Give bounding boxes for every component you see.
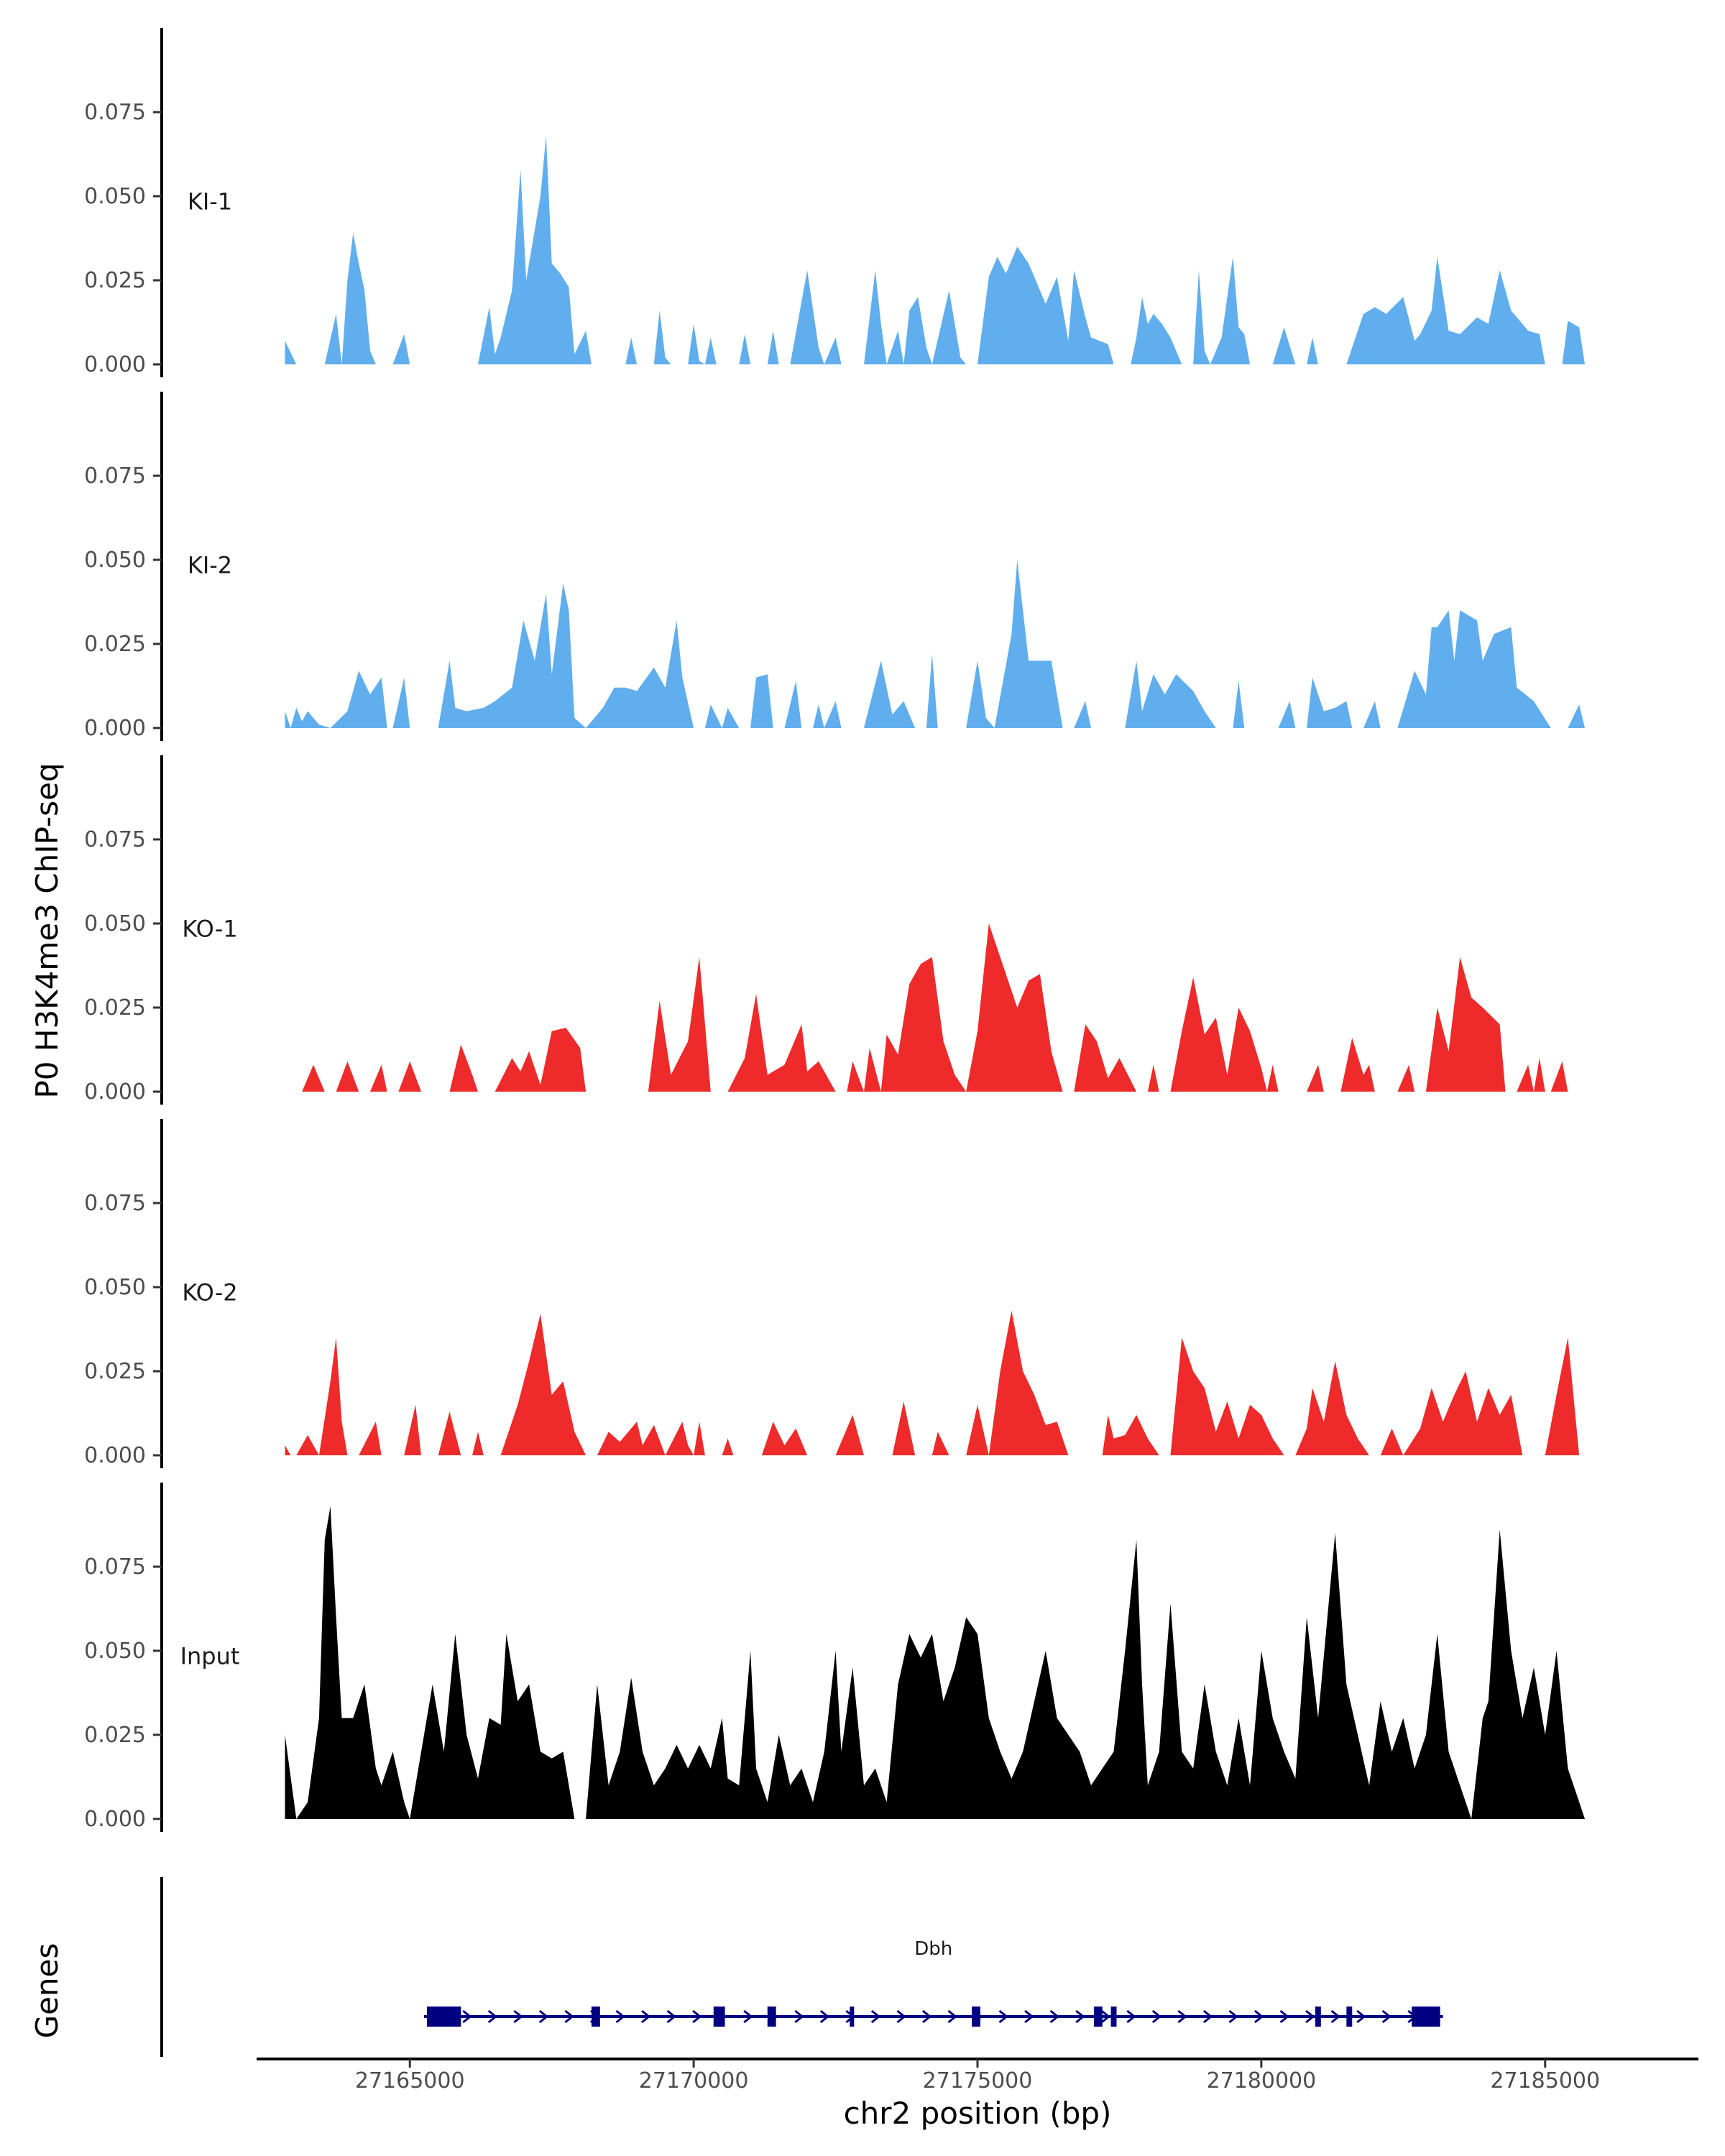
- y-tick-label: 0.075: [84, 1191, 146, 1216]
- y-tick-label: 0.075: [84, 1554, 146, 1580]
- strand-arrow: [870, 2009, 881, 2024]
- strand-arrow: [1330, 2009, 1340, 2024]
- strand-arrow: [1075, 2009, 1085, 2024]
- y-tick-label: 0.000: [84, 716, 146, 741]
- track-ko-1: 0.000 0.025 0.050 0.075 KO-1: [84, 755, 1568, 1105]
- y-tick-label: 0.050: [84, 1275, 146, 1300]
- strand-arrow: [1305, 2009, 1315, 2024]
- strand-arrow: [1100, 2009, 1111, 2024]
- strand-arrow: [513, 2009, 523, 2024]
- y-tick-label: 0.025: [84, 995, 146, 1021]
- track-label: KO-1: [182, 916, 237, 943]
- strand-arrow: [947, 2009, 957, 2024]
- x-tick-label: 27165000: [355, 2068, 465, 2093]
- strand-arrow: [1049, 2009, 1060, 2024]
- strand-arrow: [615, 2009, 625, 2024]
- y-tick-label: 0.050: [84, 911, 146, 936]
- y-tick-label: 0.000: [84, 1079, 146, 1105]
- genes-axis-title: Genes: [29, 1943, 65, 2039]
- gene-exon: [1412, 2007, 1440, 2027]
- signal-area-ki-2: [285, 560, 1585, 728]
- signal-area-ko-2: [285, 1310, 1580, 1455]
- y-tick-label: 0.050: [84, 548, 146, 573]
- track-ki-2: 0.000 0.025 0.050 0.075 KI-2: [84, 392, 1585, 741]
- signal-area-ki-1: [285, 135, 1585, 365]
- y-tick-label: 0.025: [84, 1723, 146, 1748]
- strand-arrow: [487, 2009, 498, 2024]
- y-tick-label: 0.075: [84, 827, 146, 852]
- gene-exon: [850, 2007, 855, 2027]
- x-tick-label: 27185000: [1490, 2068, 1600, 2093]
- gene-exon: [1110, 2007, 1117, 2027]
- y-tick-label: 0.000: [84, 1807, 146, 1832]
- gene-exon: [1346, 2007, 1353, 2027]
- strand-arrow: [1202, 2009, 1213, 2024]
- gene-exon: [426, 2007, 461, 2027]
- y-tick-label: 0.050: [84, 1639, 146, 1664]
- track-ki-1: 0.000 0.025 0.050 0.075 KI-1: [84, 28, 1585, 377]
- x-tick-label: 27170000: [639, 2068, 749, 2093]
- strand-arrow: [896, 2009, 906, 2024]
- strand-arrow: [921, 2009, 932, 2024]
- strand-arrow: [1254, 2009, 1264, 2024]
- strand-arrow: [1356, 2009, 1366, 2024]
- track-label: KO-2: [182, 1279, 237, 1307]
- genes-panel: Dbh: [160, 1877, 1443, 2057]
- track-label: KI-1: [188, 188, 232, 216]
- signal-area-input: [285, 1506, 1585, 1819]
- strand-arrow: [794, 2009, 804, 2024]
- x-tick-label: 27175000: [923, 2068, 1033, 2093]
- gene-exon: [767, 2007, 776, 2027]
- strand-arrow: [564, 2009, 574, 2024]
- x-axis-title: chr2 position (bp): [844, 2096, 1112, 2131]
- strand-arrow: [1126, 2009, 1136, 2024]
- strand-arrow: [641, 2009, 651, 2024]
- gene-exon: [1315, 2007, 1321, 2027]
- strand-arrow: [1279, 2009, 1289, 2024]
- strand-arrow: [819, 2009, 830, 2024]
- gene-exon: [713, 2007, 725, 2027]
- y-tick-label: 0.050: [84, 184, 146, 209]
- track-label: KI-2: [188, 552, 232, 579]
- x-axis: 27165000 27170000 27175000 27180000 27185000: [257, 2058, 1698, 2093]
- y-tick-label: 0.025: [84, 268, 146, 293]
- signal-tracks: 0.0000.0250.0500.075KI-10.0000.0250.0500…: [84, 28, 1585, 1832]
- strand-arrow: [692, 2009, 702, 2024]
- y-axis-title: P0 H3K4me3 ChIP-seq: [29, 763, 65, 1098]
- gene-exon: [591, 2007, 600, 2027]
- strand-arrow: [1151, 2009, 1162, 2024]
- gene-exon: [972, 2007, 980, 2027]
- y-tick-label: 0.000: [84, 352, 146, 377]
- gene-exon: [1093, 2007, 1103, 2027]
- gene-name-label: Dbh: [914, 1938, 952, 1960]
- strand-arrow: [462, 2009, 472, 2024]
- track-label: Input: [180, 1643, 240, 1670]
- y-tick-label: 0.075: [84, 100, 146, 125]
- strand-arrow: [998, 2009, 1008, 2024]
- y-tick-label: 0.025: [84, 632, 146, 657]
- strand-arrow: [1228, 2009, 1238, 2024]
- strand-arrow: [1177, 2009, 1187, 2024]
- strand-arrow: [743, 2009, 753, 2024]
- y-tick-label: 0.075: [84, 464, 146, 489]
- strand-arrow: [1024, 2009, 1034, 2024]
- x-tick-label: 27180000: [1207, 2068, 1317, 2093]
- strand-arrow: [1381, 2009, 1392, 2024]
- strand-arrow: [538, 2009, 549, 2024]
- track-input: 0.000 0.025 0.050 0.075 Input: [84, 1483, 1585, 1832]
- y-tick-label: 0.025: [84, 1359, 146, 1384]
- signal-area-ko-1: [302, 923, 1568, 1092]
- track-ko-2: 0.000 0.025 0.050 0.075 KO-2: [84, 1119, 1580, 1468]
- strand-arrow: [666, 2009, 676, 2024]
- y-tick-label: 0.000: [84, 1443, 146, 1468]
